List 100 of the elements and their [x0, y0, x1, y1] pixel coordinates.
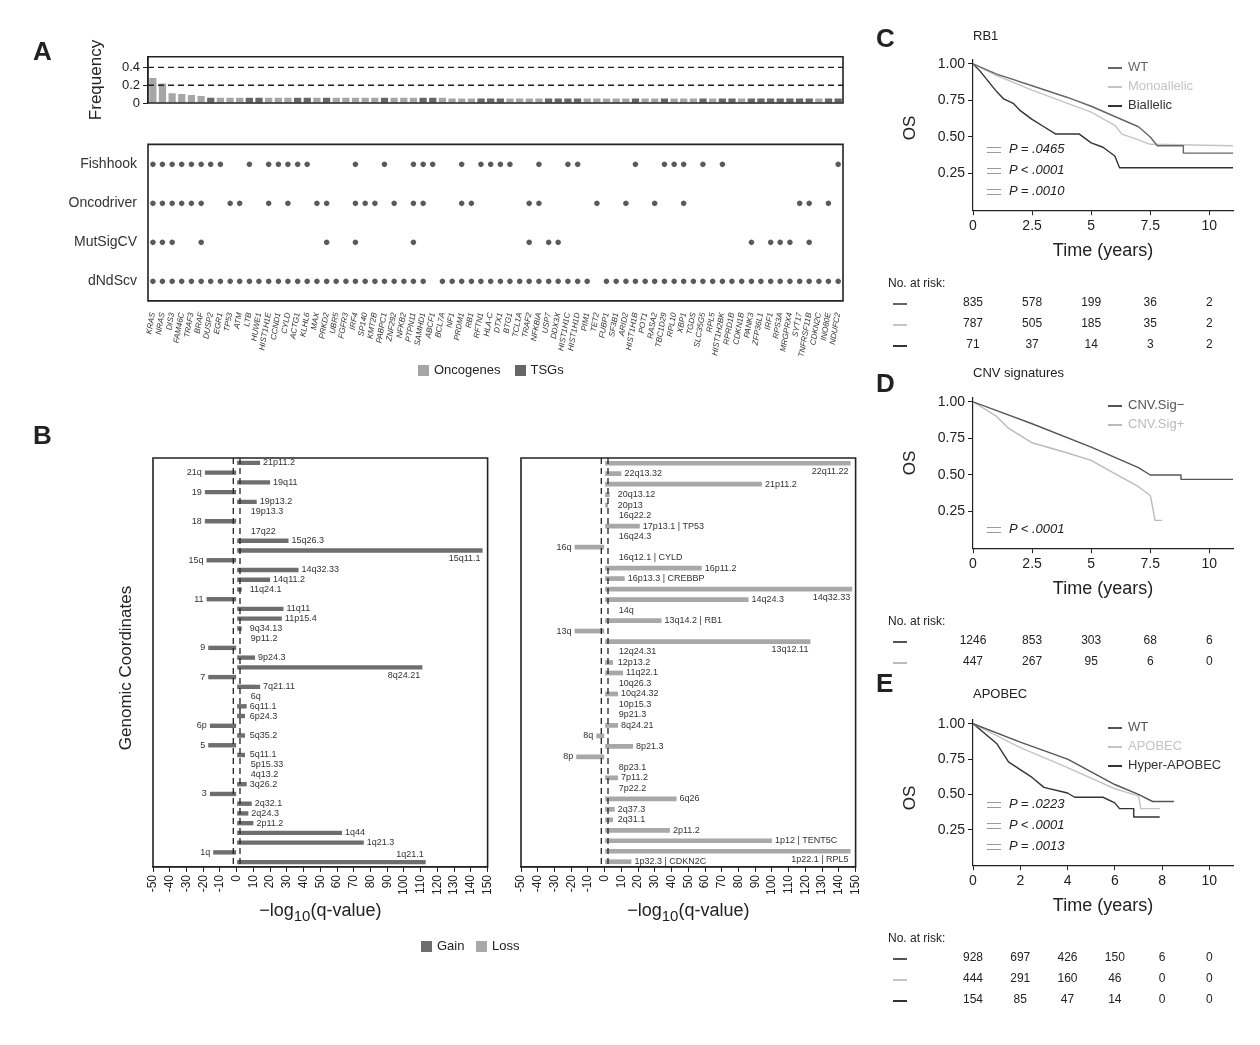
x-tick-label: 50	[680, 874, 695, 889]
text: 447 267 95 6 0	[962, 654, 1213, 668]
annotation: P = .0013	[1009, 838, 1065, 854]
text: ●	[264, 272, 273, 288]
legend-label: CNV.Sig+	[1128, 416, 1185, 432]
text: ●	[583, 272, 592, 288]
x-tick-label: 7.5	[1140, 217, 1161, 234]
text: ●	[795, 194, 804, 210]
text: ●	[293, 272, 302, 288]
y-tick-label: 0.25	[937, 502, 966, 519]
text: ●	[351, 194, 360, 210]
category-label: 1q21.3	[366, 837, 395, 848]
legend-label: Monoallelic	[1128, 78, 1194, 94]
category-label: 2p11.2	[672, 824, 700, 835]
annotation: P < .0001	[1009, 162, 1065, 178]
text: ●	[168, 233, 177, 249]
chart-title: CNV signatures	[973, 365, 1065, 380]
x-tick-label: 0	[969, 217, 978, 234]
x-tick-label: 10	[1201, 872, 1218, 889]
text: 835 578 199 36 2	[962, 295, 1213, 309]
text: ●	[631, 155, 640, 171]
bar	[204, 470, 237, 475]
y-axis-title: OS	[900, 115, 920, 141]
text: ●	[206, 155, 215, 171]
category-label: 7p11.2	[621, 772, 648, 783]
y-tick-label: 1.00	[937, 54, 966, 71]
text: ●	[641, 272, 650, 288]
bar	[209, 723, 237, 728]
text: ●	[409, 272, 418, 288]
y-tick-label: 0.4	[121, 59, 140, 75]
category-label: IRF1	[762, 311, 775, 331]
category-label: 12p13.2	[617, 656, 651, 667]
text: ●	[148, 233, 157, 249]
text: ●	[235, 272, 244, 288]
bar	[226, 97, 234, 103]
text: ●	[515, 272, 524, 288]
bar	[605, 597, 749, 602]
text: ●	[216, 272, 225, 288]
text: ●	[419, 272, 428, 288]
category-label: 17q22	[250, 525, 276, 536]
text: ●	[535, 194, 543, 210]
bar	[237, 840, 364, 845]
text: ●	[390, 194, 399, 210]
category-label: Fishhook	[80, 154, 137, 171]
category-label: 6q11.1	[249, 700, 277, 711]
text: ●	[563, 272, 572, 288]
bar	[284, 97, 292, 103]
category-label: 1p12 | TENT5C	[774, 835, 838, 846]
text: ●	[284, 194, 292, 210]
legend-label: TSGs	[530, 362, 564, 377]
bar	[605, 523, 640, 529]
text: ●	[805, 194, 814, 210]
category-label: 8q24.21	[621, 719, 654, 730]
text: ●	[148, 155, 157, 171]
text: ●	[814, 272, 823, 288]
text: ●	[612, 272, 621, 288]
category-label: 16p11.2	[704, 562, 737, 573]
category-label: 14q32.33	[812, 591, 851, 602]
text: ●	[177, 272, 186, 288]
category-label: 21p11.2	[764, 478, 797, 489]
category-label: 17p13.1 | TP53	[642, 520, 705, 531]
x-tick-label: 80	[730, 874, 745, 889]
text: 928 697 426 150 6 0	[962, 950, 1213, 964]
chart-title: APOBEC	[973, 686, 1028, 701]
bar	[213, 850, 237, 855]
text: 1246 853 303 68 6	[959, 633, 1213, 647]
text: 444 291 160 46 0 0	[962, 971, 1213, 985]
text: ●	[197, 233, 206, 249]
bar	[605, 639, 811, 644]
category-label: 1q21.1	[396, 848, 424, 859]
text: No. at risk:	[888, 931, 946, 945]
text: ●	[197, 272, 206, 288]
text: 71 37 14 3 2	[966, 337, 1213, 351]
x-tick-label: 10	[1201, 217, 1218, 234]
bar	[605, 618, 662, 623]
text: ●	[496, 155, 505, 171]
legend-label: CNV.Sig−	[1128, 397, 1185, 413]
text: E	[876, 668, 894, 699]
bar	[237, 548, 483, 553]
category-label: 15q11.1	[448, 552, 481, 563]
category-label: 5	[200, 739, 206, 750]
x-axis-title: −log$_{10}$(q-value)	[258, 900, 383, 924]
text: ●	[177, 155, 186, 171]
bar	[605, 723, 619, 728]
text: ●	[409, 194, 418, 210]
text: ●	[554, 272, 563, 288]
category-label: 2q24.3	[251, 807, 279, 818]
bar	[605, 502, 608, 508]
category-label: 11p15.4	[284, 613, 317, 624]
category-label: 2q32.1	[254, 798, 283, 809]
category-label: 11q22.1	[626, 667, 658, 678]
text: ●	[264, 155, 273, 171]
text: ●	[322, 194, 331, 210]
text: ●	[621, 272, 630, 288]
text: ●	[216, 155, 225, 171]
category-label: Oncodriver	[68, 193, 137, 210]
x-axis-title: Time (years)	[1051, 240, 1155, 261]
text: ●	[477, 272, 485, 288]
text: ●	[535, 155, 543, 171]
text: ●	[428, 155, 437, 171]
